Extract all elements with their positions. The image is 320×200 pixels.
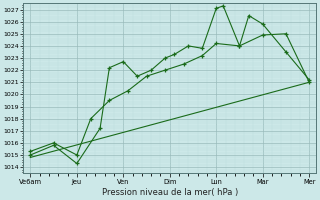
X-axis label: Pression niveau de la mer( hPa ): Pression niveau de la mer( hPa ) — [102, 188, 238, 197]
